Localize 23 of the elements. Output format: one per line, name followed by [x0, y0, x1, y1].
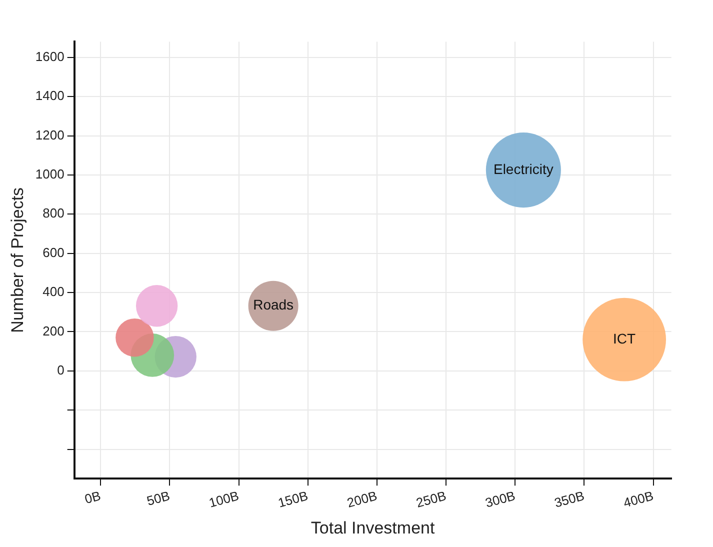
y-tick-label: 600: [42, 244, 64, 260]
y-tick-label: 1400: [35, 88, 64, 104]
series-label: Electricity: [493, 160, 554, 177]
x-tick-label: 50B: [145, 488, 172, 509]
x-tick-label: 300B: [484, 488, 517, 510]
y-tick-label: 1000: [35, 166, 64, 182]
series-label: Roads: [253, 296, 294, 313]
x-tick-label: 400B: [622, 488, 656, 510]
y-tick-label: 800: [42, 206, 64, 221]
x-tick-label: 100B: [207, 488, 240, 510]
x-tick-label: 150B: [276, 488, 310, 510]
x-tick-label: 350B: [552, 488, 586, 510]
x-tick-label: 200B: [345, 488, 379, 510]
y-tick-label: 400: [42, 284, 64, 300]
y-tick-label: 0: [57, 362, 64, 378]
y-axis-title: Number of Projects: [8, 187, 27, 333]
y-tick-label: 200: [42, 323, 64, 338]
y-tick-label: 1200: [35, 127, 64, 142]
x-tick-label: 250B: [414, 488, 448, 510]
x-axis-title: Total Investment: [310, 518, 435, 538]
x-tick-label: 0B: [83, 488, 102, 507]
series-label: ICT: [613, 330, 636, 346]
y-tick-label: 1600: [35, 48, 64, 64]
